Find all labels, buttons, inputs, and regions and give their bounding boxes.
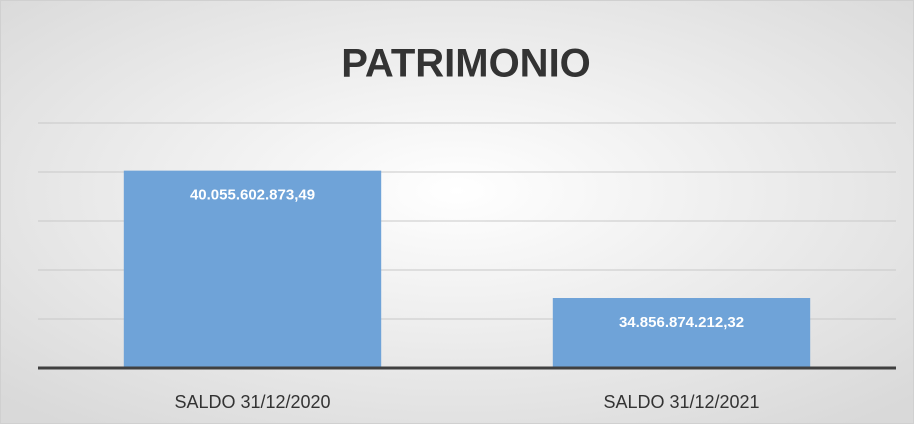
data-label: 34.856.874.212,32	[619, 314, 744, 331]
bar	[123, 170, 382, 368]
chart-title: PATRIMONIO	[341, 42, 591, 86]
data-label: 40.055.602.873,49	[190, 187, 315, 204]
bar	[552, 298, 811, 368]
x-tick-label: SALDO 31/12/2021	[603, 392, 759, 412]
x-tick-label: SALDO 31/12/2020	[174, 392, 330, 412]
